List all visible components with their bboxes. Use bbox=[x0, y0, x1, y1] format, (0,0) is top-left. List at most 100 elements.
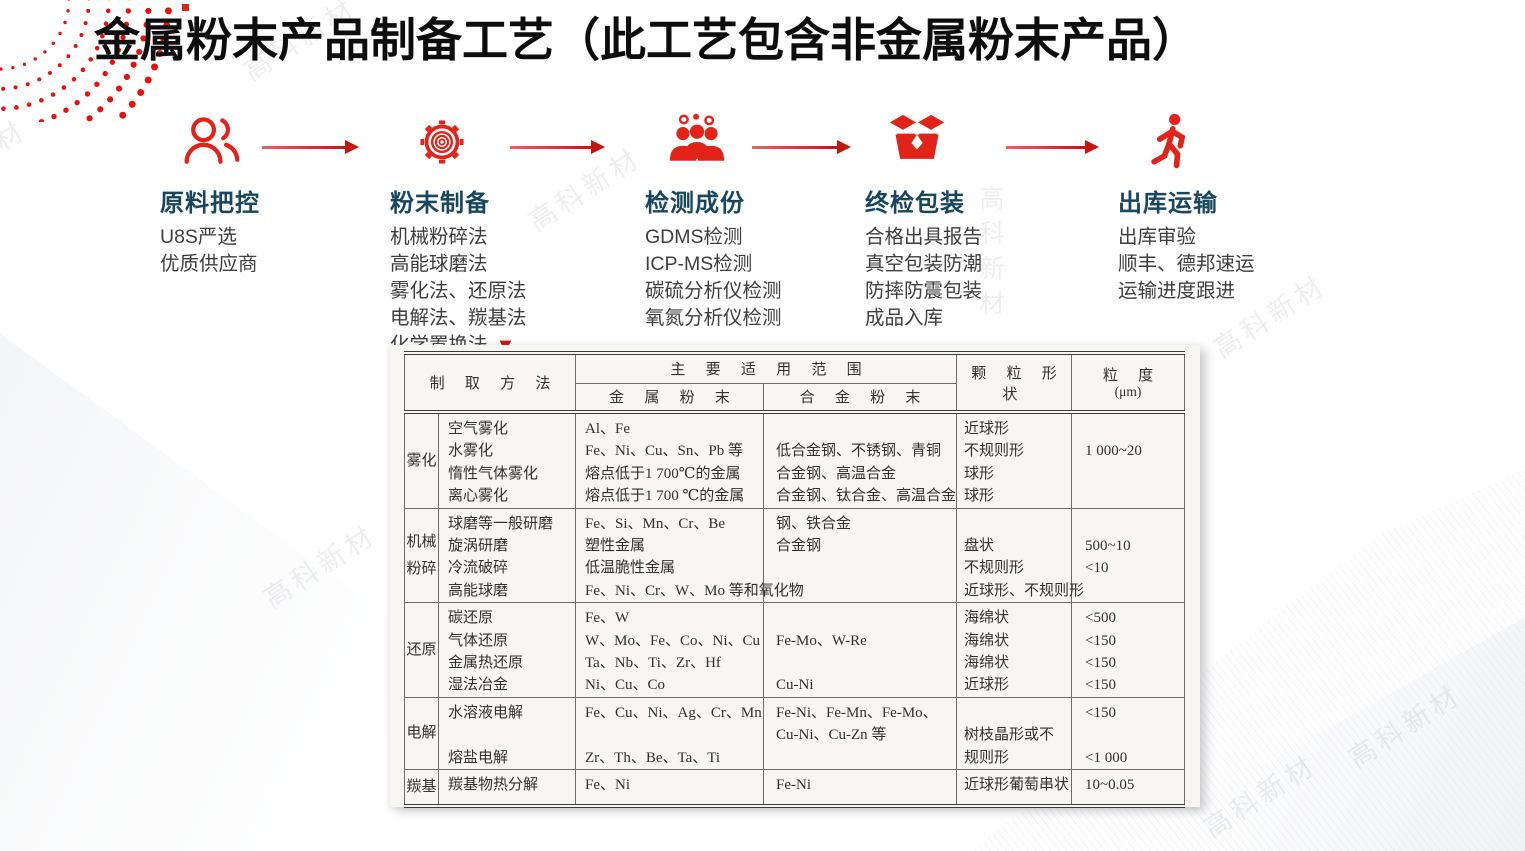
table-cell-line: Fe-Mo、W-Re bbox=[776, 632, 867, 649]
table-cell-line bbox=[439, 724, 575, 746]
table-cell-line: Ni、Cu、Co bbox=[585, 677, 666, 694]
table-cell: Fe、W W、Mo、Fe、Co、Ni、Cu Ta、Nb、Ti、Zr、Hf Ni、Cu、… bbox=[575, 602, 765, 698]
table-cell: 1 000~20 bbox=[1071, 411, 1186, 509]
step-detail: 防摔防震包装 bbox=[865, 280, 983, 302]
flow-arrow-icon bbox=[752, 140, 851, 154]
header-size: 粒 度 (μm) bbox=[1071, 352, 1186, 413]
table-cell-line bbox=[764, 747, 956, 769]
table-cell-line: <150 bbox=[1085, 655, 1116, 672]
step-details: GDMS检测 ICP-MS检测 碳硫分析仪检测 氧氮分析仪检测 bbox=[645, 224, 860, 332]
step-detail: 合格出具报告 bbox=[865, 226, 983, 248]
table-cell: 球磨等一般研磨 旋涡研磨 冷流破碎 高能球磨 bbox=[437, 507, 577, 604]
table-cell-line: 惰性气体雾化 bbox=[448, 465, 539, 482]
flow-arrow-icon bbox=[510, 140, 605, 154]
table-cell-line: 气体还原 bbox=[448, 632, 509, 649]
table-cell-line: 树枝晶形或不 bbox=[964, 727, 1055, 744]
table-cell: 树枝晶形或不 规则形 bbox=[956, 696, 1073, 771]
table-cell-line: 塑性金属 bbox=[585, 538, 646, 555]
process-step-raw-material: 原料把控 U8S严选 优质供应商 bbox=[160, 112, 370, 278]
table-cell-line: 湿法冶金 bbox=[448, 677, 509, 694]
header-size-unit: (μm) bbox=[1114, 383, 1142, 399]
table-cell-line: 不规则形 bbox=[964, 560, 1025, 577]
people-group-icon bbox=[669, 113, 725, 161]
table-cell: 500~10 <10 bbox=[1071, 507, 1186, 604]
table-cell-line: 熔点低于1 700 ℃的金属 bbox=[585, 488, 745, 505]
table-cell-line: 球形 bbox=[964, 465, 995, 482]
step-details: 出库审验 顺丰、德邦速运 运输进度跟进 bbox=[1118, 224, 1333, 305]
walking-person-icon bbox=[1151, 113, 1186, 169]
gear-icon bbox=[420, 120, 464, 164]
table-cell: Fe-Ni bbox=[763, 769, 958, 807]
table-cell-line: 近球形、不规则形 bbox=[964, 582, 1085, 599]
table-cell-line: Al、Fe bbox=[585, 421, 631, 437]
header-size-label: 粒 度 bbox=[1102, 367, 1162, 384]
table-cell-line: 合金钢 bbox=[776, 538, 822, 555]
table-cell-line: 高能球磨 bbox=[448, 582, 509, 599]
table-cell-line: 低合金钢、不锈钢、青铜 bbox=[776, 443, 942, 460]
step-detail: 碳硫分析仪检测 bbox=[645, 280, 782, 302]
table-cell-line: 水雾化 bbox=[448, 443, 494, 460]
table-cell-line: 羰基 bbox=[406, 779, 437, 796]
table-cell-line: 机械 bbox=[406, 533, 437, 550]
table-cell: Al、Fe Fe、Ni、Cu、Sn、Pb 等熔点低于1 700℃的金属 熔点低于1 … bbox=[575, 411, 765, 509]
table-cell: Fe-Mo、W-Re Cu-Ni bbox=[763, 602, 958, 698]
header-shape: 颗 粒 形 状 bbox=[956, 352, 1073, 413]
table-cell-line: 碳还原 bbox=[448, 610, 494, 627]
table-cell-line: 近球形 bbox=[964, 421, 1010, 437]
table-cell-line: 近球形葡萄串状 bbox=[964, 777, 1070, 794]
table-cell-line bbox=[764, 418, 956, 440]
table-cell-line: Fe、Ni、Cr、W、Mo 等和氧化物 bbox=[585, 582, 804, 599]
table-cell: 羰基 bbox=[404, 769, 439, 807]
table-cell-line: <1 000 bbox=[1085, 749, 1128, 766]
table-row: 电解 水溶液电解 熔盐电解 Fe、Cu、Ni、Ag、Cr、Mn Zr、Th、Be、Ta、… bbox=[404, 696, 1186, 771]
step-detail: 高能球磨法 bbox=[390, 253, 488, 275]
flow-arrow-icon bbox=[262, 140, 359, 154]
step-title: 粉末制备 bbox=[390, 190, 490, 217]
table-cell-line: 雾化 bbox=[406, 452, 437, 469]
methods-table-card: 制 取 方 法 主 要 适 用 范 围 颗 粒 形 状 粒 度 (μm) 金 属… bbox=[390, 345, 1200, 809]
table-cell-line: 球形 bbox=[964, 488, 995, 505]
step-detail: 雾化法、还原法 bbox=[390, 280, 527, 302]
table-cell-line: Fe、W bbox=[585, 610, 630, 627]
table-cell: 盘状 不规则形 近球形、不规则形 bbox=[956, 507, 1085, 604]
table-cell: Fe-Ni、Fe-Mn、Fe-Mo、 Cu-Ni、Cu-Zn 等 bbox=[763, 696, 958, 771]
table-cell-line: 旋涡研磨 bbox=[448, 538, 509, 555]
table-cell: 电解 bbox=[404, 696, 439, 771]
table-cell-line: Fe、Ni bbox=[585, 777, 631, 794]
dotted-arcs-decoration bbox=[0, 0, 173, 122]
step-detail: ICP-MS检测 bbox=[645, 253, 753, 275]
table-cell-line: 金属热还原 bbox=[448, 655, 524, 672]
table-body: 雾化 空气雾化 水雾化 惰性气体雾化 离心雾化 Al、Fe Fe、Ni、Cu、Sn、Pb 等… bbox=[404, 411, 1186, 807]
table-cell-line: W、Mo、Fe、Co、Ni、Cu bbox=[585, 632, 761, 649]
table-cell-line: Fe、Ni、Cu、Sn、Pb 等 bbox=[585, 443, 743, 460]
flow-arrow-icon bbox=[1006, 140, 1099, 154]
step-detail: 优质供应商 bbox=[160, 253, 258, 275]
table-cell: 钢、铁合金 合金钢 bbox=[763, 507, 958, 604]
step-detail: U8S严选 bbox=[160, 226, 237, 248]
table-cell-line: Fe、Cu、Ni、Ag、Cr、Mn bbox=[585, 704, 762, 721]
table-cell-line: 海绵状 bbox=[964, 632, 1010, 649]
table-cell-line: Zr、Th、Be、Ta、Ti bbox=[585, 749, 721, 766]
step-detail: 真空包装防潮 bbox=[865, 253, 983, 275]
table-cell-line: <500 bbox=[1085, 610, 1116, 627]
table-cell-line: Fe-Ni bbox=[776, 777, 812, 794]
table-cell: 低合金钢、不锈钢、青铜 合金钢、高温合金 合金钢、钛合金、高温合金 bbox=[763, 411, 958, 509]
open-box-icon bbox=[889, 114, 945, 159]
step-detail: 出库审验 bbox=[1118, 226, 1197, 248]
table-cell: 海绵状 海绵状 海绵状 近球形 bbox=[956, 602, 1073, 698]
table-cell-line bbox=[1072, 724, 1184, 746]
table-cell-line bbox=[1072, 485, 1184, 507]
step-title: 出库运输 bbox=[1118, 190, 1218, 217]
table-cell: 近球形葡萄串状 bbox=[956, 769, 1073, 807]
table-cell-line bbox=[957, 513, 1071, 535]
table-row: 雾化 空气雾化 水雾化 惰性气体雾化 离心雾化 Al、Fe Fe、Ni、Cu、Sn、Pb 等… bbox=[404, 411, 1186, 509]
table-cell-line: 钢、铁合金 bbox=[776, 515, 852, 532]
step-detail: 成品入库 bbox=[865, 307, 944, 329]
table-cell: 雾化 bbox=[404, 411, 439, 509]
watermark-text: 高科新材 bbox=[0, 114, 33, 210]
step-title: 检测成份 bbox=[645, 190, 745, 217]
process-step-shipping: 出库运输 出库审验 顺丰、德邦速运 运输进度跟进 bbox=[1118, 112, 1333, 305]
powder-methods-table: 制 取 方 法 主 要 适 用 范 围 颗 粒 形 状 粒 度 (μm) 金 属… bbox=[403, 351, 1186, 809]
process-step-final-inspection-packing: 终检包装 合格出具报告 真空包装防潮 防摔防震包装 成品入库 bbox=[865, 112, 1085, 332]
